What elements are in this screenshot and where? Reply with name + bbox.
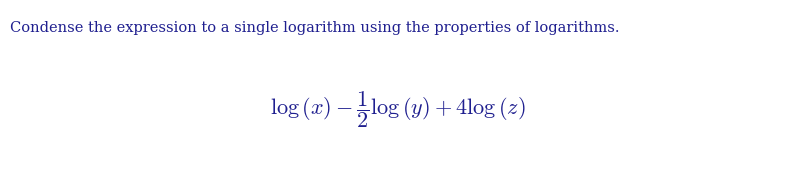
Text: $\log{(x)} - \dfrac{1}{2}\log{(y)} + 4\log{(z)}$: $\log{(x)} - \dfrac{1}{2}\log{(y)} + 4\l… — [270, 89, 526, 130]
Text: Condense the expression to a single logarithm using the properties of logarithms: Condense the expression to a single loga… — [10, 21, 620, 35]
